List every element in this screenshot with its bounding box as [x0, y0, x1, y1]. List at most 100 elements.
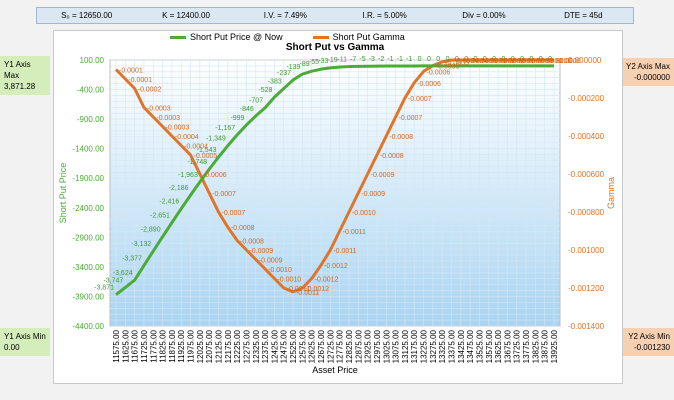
data-label-price: 0 [455, 56, 459, 63]
data-label-price: -999 [230, 115, 244, 122]
y1-tick-label: -900.00 [77, 115, 105, 124]
y2-tick-label: -0.001400 [568, 322, 605, 331]
data-label-gamma: -0.0003 [156, 115, 180, 122]
legend-label-price: Short Put Price @ Now [190, 32, 283, 42]
x-tick-label: 11675.00 [131, 329, 140, 362]
y1-tick-label: -2400.00 [72, 204, 104, 213]
data-label-gamma: -0.0012 [315, 277, 339, 284]
x-tick-label: 13225.00 [420, 329, 429, 363]
x-tick-label: 13125.00 [401, 329, 410, 363]
data-label-gamma: -0.0000 [548, 58, 572, 65]
x-tick-label: 13175.00 [410, 329, 419, 363]
legend-label-gamma: Short Put Gamma [332, 32, 405, 42]
y1-axis-min-box[interactable]: Y1 Axis Min 0.00 [0, 328, 50, 356]
data-label-gamma: -0.0002 [501, 58, 525, 65]
data-label-gamma: -0.0005 [194, 153, 218, 160]
data-label-price: -383 [268, 79, 282, 86]
data-label-gamma: -0.0000 [538, 58, 562, 65]
data-label-price: -5 [359, 56, 365, 63]
y2-tick-label: -0.000400 [568, 132, 605, 141]
y1-tick-label: -400.00 [77, 86, 105, 95]
x-tick-label: 11925.00 [177, 329, 186, 362]
y2-tick-label: 0.000000 [568, 56, 602, 65]
implied-volatility: I.V. = 7.49% [263, 11, 307, 20]
y1-tick-label: -3900.00 [72, 292, 104, 301]
y2-tick-label: -0.001000 [568, 246, 605, 255]
x-tick-label: 13825.00 [531, 329, 540, 363]
data-label-price: -1,963 [178, 172, 198, 179]
x-tick-label: 12925.00 [364, 329, 373, 363]
y1-max-label: Y1 Axis Max [4, 60, 31, 80]
y2-axis-max-box[interactable]: Y2 Axis Max -0.000000 [620, 58, 674, 86]
y1-axis-max-box[interactable]: Y1 Axis Max 3,871.28 [0, 56, 50, 95]
x-tick-label: 13525.00 [475, 329, 484, 363]
x-tick-label: 12875.00 [354, 329, 363, 363]
data-label-gamma: -0.0011 [287, 286, 310, 293]
data-label-price: -89 [300, 61, 310, 68]
data-label-price: 0 [464, 56, 468, 63]
data-label-price: 0 [474, 56, 478, 63]
x-tick-label: 12675.00 [317, 329, 326, 363]
y2-tick-label: -0.001200 [568, 284, 605, 293]
data-label-gamma: -0.0003 [166, 125, 190, 132]
data-label-price: 0 [529, 56, 533, 63]
data-label-gamma: -0.0009 [361, 191, 385, 198]
x-tick-label: 13275.00 [429, 329, 438, 363]
data-label-price: 0 [446, 56, 450, 63]
series-line-price [115, 64, 554, 296]
data-label-gamma: -0.0010 [268, 267, 292, 274]
x-tick-label: 13325.00 [438, 329, 447, 363]
data-label-price: 0 [427, 56, 431, 63]
data-label-price: -3,377 [122, 256, 142, 263]
y1-tick-label: -4400.00 [72, 322, 104, 331]
x-tick-label: 12575.00 [298, 329, 307, 363]
plot-area [109, 59, 561, 327]
data-label-price: 0 [436, 56, 440, 63]
data-label-gamma: -0.0003 [482, 58, 506, 65]
x-tick-label: 12525.00 [289, 329, 298, 363]
data-label-price: -707 [249, 98, 263, 105]
data-label-price: -2,651 [150, 213, 170, 220]
y2-tick-label: -0.000600 [568, 170, 605, 179]
y1-tick-label: -1900.00 [72, 174, 104, 183]
data-label-gamma: -0.0003 [147, 106, 171, 113]
data-label-price: -3,132 [131, 241, 151, 248]
data-label-price: 0 [492, 56, 496, 63]
x-tick-label: 11725.00 [140, 329, 149, 362]
x-tick-label: 13725.00 [513, 329, 522, 363]
data-label-price: -11 [337, 57, 347, 64]
data-label-price: -2,890 [141, 227, 161, 234]
data-label-price: -1 [406, 56, 412, 63]
data-label-gamma: -0.0007 [222, 210, 246, 217]
data-label-price: -1,748 [187, 159, 207, 166]
y2-axis-min-box[interactable]: Y2 Axis Min -0.001230 [620, 328, 674, 356]
data-label-price: -33 [318, 58, 328, 65]
data-label-price: 0 [511, 56, 515, 63]
data-label-price: -1,543 [197, 147, 217, 154]
x-tick-label: 11575.00 [112, 329, 121, 362]
data-label-price: 0 [539, 56, 543, 63]
data-label-gamma: -0.0000 [529, 58, 553, 65]
data-label-gamma: -0.0006 [417, 81, 441, 88]
spot-price: S₀ = 12650.00 [61, 11, 113, 20]
data-label-gamma: -0.0004 [184, 144, 208, 151]
data-label-price: -3 [369, 56, 375, 63]
data-label-price: 0 [548, 56, 552, 63]
x-tick-label: 13025.00 [382, 329, 391, 363]
data-label-gamma: -0.0005 [436, 64, 460, 71]
chart-title: Short Put vs Gamma [286, 42, 385, 53]
data-label-price: -3,747 [103, 277, 123, 284]
data-label-gamma: -0.0011 [343, 229, 366, 236]
x-tick-label: 12725.00 [326, 329, 335, 363]
x-axis-label: Asset Price [312, 365, 358, 375]
x-tick-label: 12225.00 [233, 329, 242, 363]
data-label-gamma: -0.0001 [520, 58, 544, 65]
y2-tick-label: -0.000200 [568, 94, 605, 103]
data-label-gamma: -0.0006 [427, 69, 451, 76]
data-label-price: -2,186 [169, 185, 189, 192]
data-label-gamma: -0.0007 [212, 191, 236, 198]
y1-tick-label: -3400.00 [72, 263, 104, 272]
data-label-price: -7 [350, 56, 356, 63]
x-tick-label: 11775.00 [149, 329, 158, 362]
